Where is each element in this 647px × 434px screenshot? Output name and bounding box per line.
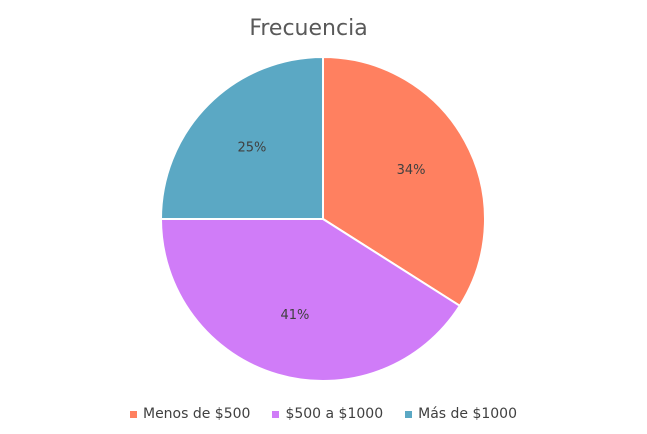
legend-swatch-2 — [405, 410, 413, 418]
legend-item-0: Menos de $500 — [129, 406, 251, 422]
legend-swatch-0 — [129, 410, 137, 418]
legend-label-1: $500 a $1000 — [285, 406, 384, 422]
legend-label-2: Más de $1000 — [418, 406, 517, 422]
chart-title: Frecuencia — [249, 16, 368, 41]
legend-swatch-1 — [272, 410, 280, 418]
legend: Menos de $500 $500 a $1000 Más de $1000 — [0, 406, 647, 422]
legend-item-2: Más de $1000 — [405, 406, 517, 422]
pie-slice-1 — [159, 218, 462, 382]
pie-slice-2 — [159, 55, 324, 220]
data-label-1: 41% — [281, 308, 310, 323]
legend-label-0: Menos de $500 — [142, 406, 251, 422]
legend-item-1: $500 a $1000 — [272, 406, 383, 422]
data-label-0: 34% — [397, 163, 426, 178]
data-label-2: 25% — [238, 140, 267, 155]
